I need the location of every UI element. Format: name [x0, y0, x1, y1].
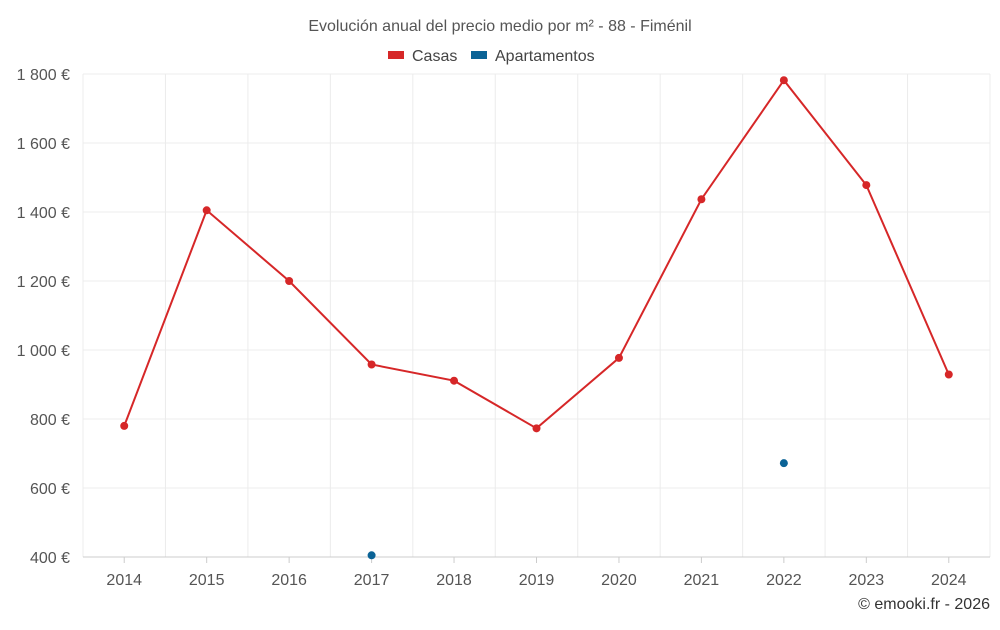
legend-label-apartamentos: Apartamentos — [495, 48, 595, 65]
legend-swatch-casas — [388, 51, 404, 59]
data-point-casas[interactable] — [202, 206, 211, 215]
legend-swatch-apartamentos — [471, 51, 487, 59]
x-axis: 2014 2015 2016 2017 2018 2019 2020 2021 2022 2023… — [83, 556, 990, 589]
data-point-casas[interactable] — [862, 181, 871, 190]
series-apartamentos — [367, 459, 788, 560]
data-point-casas[interactable] — [697, 195, 706, 204]
y-axis: 400 € 600 € 800 € 1 000 € 1 200 € 1 400 € 1 60… — [17, 67, 70, 567]
data-point-casas[interactable] — [779, 76, 788, 85]
series-casas — [120, 76, 953, 433]
data-point-casas[interactable] — [367, 360, 376, 369]
credit-text: © emooki.fr - 2026 — [858, 596, 990, 613]
y-tick-label: 1 600 € — [17, 136, 70, 153]
data-point-casas[interactable] — [120, 421, 129, 430]
series — [120, 76, 953, 560]
x-tick-label: 2020 — [601, 572, 637, 589]
x-tick-label: 2024 — [931, 572, 967, 589]
data-point-casas[interactable] — [614, 353, 623, 362]
data-point-casas[interactable] — [450, 376, 459, 385]
data-point-casas[interactable] — [532, 424, 541, 433]
x-tick-label: 2018 — [436, 572, 472, 589]
x-tick-label: 2023 — [849, 572, 885, 589]
data-point-casas[interactable] — [944, 370, 953, 379]
legend-item-casas[interactable]: Casas — [388, 48, 457, 65]
y-tick-label: 1 000 € — [17, 343, 70, 360]
data-point-apartamentos[interactable] — [779, 459, 788, 468]
x-tick-label: 2014 — [106, 572, 142, 589]
legend-label-casas: Casas — [412, 48, 457, 65]
y-tick-label: 1 400 € — [17, 205, 70, 222]
y-tick-label: 800 € — [30, 412, 70, 429]
y-tick-label: 600 € — [30, 481, 70, 498]
y-tick-label: 1 200 € — [17, 274, 70, 291]
y-tick-label: 400 € — [30, 550, 70, 567]
data-point-casas[interactable] — [285, 277, 294, 285]
legend: Casas Apartamentos — [388, 48, 595, 65]
x-tick-label: 2017 — [354, 572, 390, 589]
x-tick-label: 2019 — [519, 572, 555, 589]
x-tick-label: 2022 — [766, 572, 802, 589]
data-point-apartamentos[interactable] — [367, 551, 376, 560]
x-tick-label: 2016 — [271, 572, 307, 589]
grid-lines — [82, 73, 991, 557]
x-tick-label: 2015 — [189, 572, 225, 589]
legend-item-apartamentos[interactable]: Apartamentos — [471, 48, 595, 65]
y-tick-label: 1 800 € — [17, 67, 70, 84]
chart-title: Evolución anual del precio medio por m² … — [308, 18, 691, 35]
x-tick-label: 2021 — [684, 572, 720, 589]
